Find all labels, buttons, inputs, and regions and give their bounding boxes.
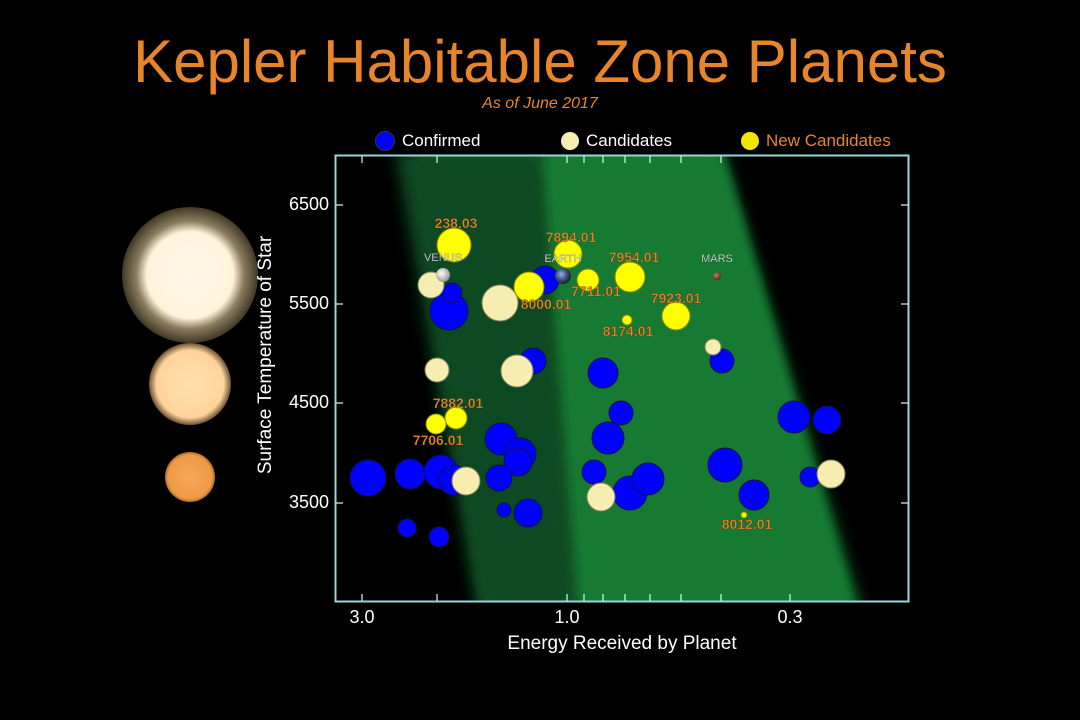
new-candidate-planet: [614, 261, 646, 293]
new-candidate-label: 7711.01: [571, 283, 621, 299]
confirmed-planet: [428, 526, 450, 548]
new-candidate-dot-icon: [741, 132, 759, 150]
confirmed-planet: [349, 459, 387, 497]
confirmed-planet: [587, 357, 619, 389]
candidate-planet: [500, 354, 534, 388]
confirmed-planet: [812, 405, 842, 435]
legend-label: New Candidates: [766, 131, 891, 150]
legend-item-new-candidates: New Candidates: [741, 130, 891, 152]
cool-star-icon: [165, 452, 215, 502]
y-tick-5500: 5500: [288, 293, 329, 313]
confirmed-planet: [394, 458, 426, 490]
confirmed-planet: [709, 348, 735, 374]
confirmed-planet: [591, 421, 625, 455]
confirmed-planet: [631, 462, 665, 496]
y-tick-6500: 6500: [288, 194, 329, 214]
mars-planet: [713, 272, 721, 280]
confirmed-planet: [496, 502, 512, 518]
new-candidate-planet: [576, 268, 600, 292]
y-tick-4500: 4500: [288, 392, 329, 412]
new-candidate-planet: [553, 239, 583, 269]
confirmed-planet: [503, 447, 533, 477]
confirmed-planet: [397, 518, 417, 538]
candidate-planet: [424, 357, 450, 383]
x-tick-1-0: 1.0: [554, 607, 580, 627]
new-candidate-label: 7706.01: [413, 432, 464, 448]
new-candidate-planet: [436, 227, 472, 263]
planet-labels: VENUS EARTH MARS 238.03 7894.01 7954.01 8000.0…: [412, 215, 773, 533]
solar-system-planets: [436, 268, 721, 284]
earth-label: EARTH: [544, 253, 581, 265]
confirmed-planet: [513, 498, 543, 528]
new-candidate-label: 8174.01: [603, 323, 654, 339]
legend-label: Candidates: [586, 131, 673, 150]
legend-item-confirmed: Confirmed: [375, 130, 480, 152]
new-candidate-label: 8012.01: [722, 516, 773, 532]
earth-planet: [555, 268, 571, 284]
x-axis-label: Energy Received by Planet: [507, 633, 737, 654]
sun-like-star-icon: [149, 343, 231, 425]
new-candidate-planet: [740, 511, 748, 519]
candidate-planet: [481, 284, 519, 322]
venus-planet: [436, 268, 450, 282]
new-candidate-planet: [513, 271, 545, 303]
new-candidate-label: 7923.01: [651, 290, 702, 306]
mars-label: MARS: [701, 253, 733, 265]
chart-title: Kepler Habitable Zone Planets: [133, 28, 947, 95]
x-tick-3-0: 3.0: [349, 607, 375, 627]
axis-ticks: [336, 156, 908, 601]
confirmed-planet: [441, 282, 463, 304]
candidate-planet: [704, 338, 722, 356]
new-candidate-series: [425, 227, 748, 519]
candidate-dot-icon: [561, 132, 579, 150]
confirmed-planet: [581, 459, 607, 485]
new-candidate-planet: [661, 301, 691, 331]
candidate-planet: [816, 459, 846, 489]
legend-label: Confirmed: [402, 131, 481, 150]
legend-item-candidates: Candidates: [561, 130, 672, 152]
candidate-planet: [451, 466, 481, 496]
new-candidate-planet: [621, 314, 633, 326]
new-candidate-label: 8000.01: [521, 296, 572, 312]
new-candidate-planet: [444, 406, 468, 430]
candidate-series: [417, 271, 846, 512]
venus-label: VENUS: [424, 252, 462, 264]
x-tick-0-3: 0.3: [777, 607, 803, 627]
new-candidate-label: 238.03: [435, 215, 478, 231]
confirmed-planet: [485, 464, 513, 492]
confirmed-planet: [707, 447, 743, 483]
confirmed-planet: [608, 400, 634, 426]
new-candidate-planet: [425, 413, 447, 435]
confirmed-series: [349, 265, 842, 548]
candidate-planet: [586, 482, 616, 512]
confirmed-planet: [777, 400, 811, 434]
confirmed-dot-icon: [375, 131, 395, 151]
chart-subtitle: As of June 2017: [482, 95, 598, 112]
confirmed-planet: [738, 479, 770, 511]
new-candidate-label: 7882.01: [433, 395, 484, 411]
plot-frame: [334, 154, 910, 603]
y-tick-3500: 3500: [288, 492, 329, 512]
hot-star-icon: [122, 207, 258, 343]
new-candidate-label: 7954.01: [609, 249, 660, 265]
new-candidate-label: 7894.01: [546, 229, 597, 245]
